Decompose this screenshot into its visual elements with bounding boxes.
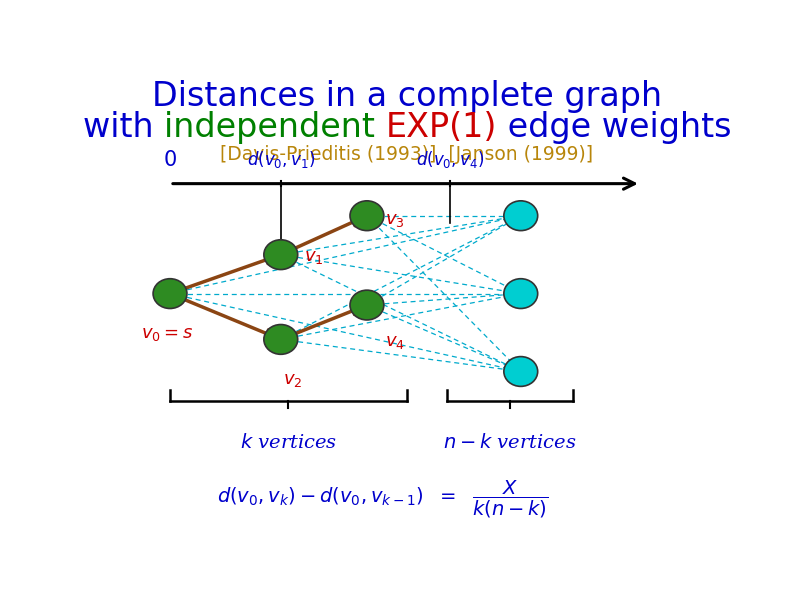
Ellipse shape bbox=[350, 201, 384, 231]
Ellipse shape bbox=[264, 240, 298, 270]
Text: edge weights: edge weights bbox=[497, 111, 731, 144]
Text: $v_3$: $v_3$ bbox=[385, 211, 405, 229]
Text: $v_4$: $v_4$ bbox=[385, 333, 405, 350]
Text: $v_0 = s$: $v_0 = s$ bbox=[141, 325, 193, 343]
Text: $v_2$: $v_2$ bbox=[283, 371, 303, 389]
Text: with: with bbox=[83, 111, 164, 144]
Text: $d(v_0, v_4)$: $d(v_0, v_4)$ bbox=[416, 149, 484, 170]
Text: $d(v_0, v_1)$: $d(v_0, v_1)$ bbox=[247, 149, 315, 170]
Text: EXP(1): EXP(1) bbox=[385, 111, 497, 144]
Ellipse shape bbox=[264, 324, 298, 354]
Text: $n - k$ vertices: $n - k$ vertices bbox=[443, 433, 576, 452]
Text: [Davis-Prieditis (1993)]  [Janson (1999)]: [Davis-Prieditis (1993)] [Janson (1999)] bbox=[221, 145, 593, 164]
Ellipse shape bbox=[153, 278, 187, 308]
Ellipse shape bbox=[504, 356, 538, 386]
Text: $0$: $0$ bbox=[163, 150, 177, 170]
Text: independent: independent bbox=[164, 111, 385, 144]
Text: $v_1$: $v_1$ bbox=[304, 248, 324, 266]
Text: Distances in a complete graph: Distances in a complete graph bbox=[152, 80, 662, 113]
Text: $k$ vertices: $k$ vertices bbox=[240, 433, 337, 452]
Ellipse shape bbox=[350, 290, 384, 320]
Text: $d(v_0, v_k) - d(v_0, v_{k-1})\ \ =\ \ \dfrac{X}{k(n-k)}$: $d(v_0, v_k) - d(v_0, v_{k-1})\ \ =\ \ \… bbox=[217, 479, 548, 520]
Ellipse shape bbox=[504, 201, 538, 231]
Ellipse shape bbox=[504, 278, 538, 308]
